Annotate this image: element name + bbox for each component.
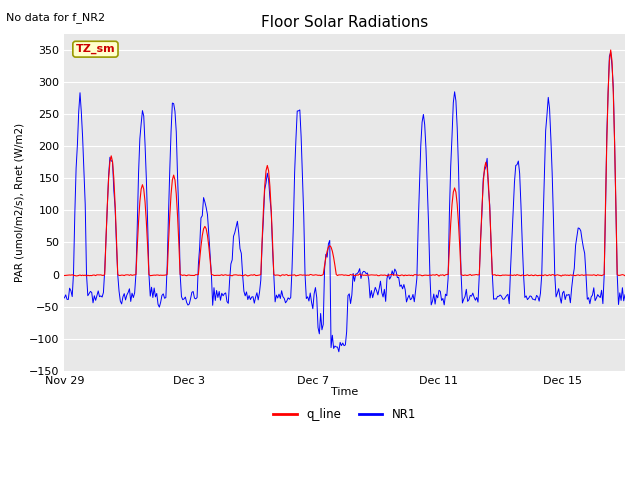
Y-axis label: PAR (umol/m2/s), Rnet (W/m2): PAR (umol/m2/s), Rnet (W/m2)	[15, 123, 25, 282]
Title: Floor Solar Radiations: Floor Solar Radiations	[261, 15, 428, 30]
Legend: q_line, NR1: q_line, NR1	[268, 403, 421, 425]
Text: No data for f_NR2: No data for f_NR2	[6, 12, 106, 23]
X-axis label: Time: Time	[331, 387, 358, 397]
Text: TZ_sm: TZ_sm	[76, 44, 115, 54]
